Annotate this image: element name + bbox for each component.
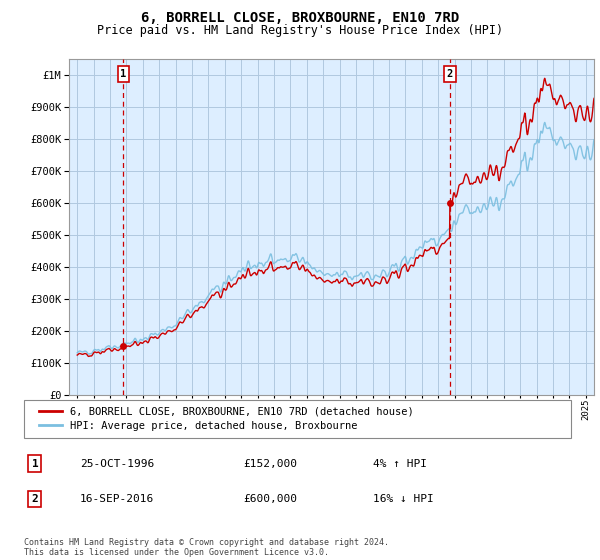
- Text: 16-SEP-2016: 16-SEP-2016: [80, 494, 154, 504]
- Text: £600,000: £600,000: [244, 494, 298, 504]
- Text: 4% ↑ HPI: 4% ↑ HPI: [373, 459, 427, 469]
- Text: £152,000: £152,000: [244, 459, 298, 469]
- Text: 2: 2: [446, 69, 453, 79]
- Text: 2: 2: [32, 494, 38, 504]
- Text: 16% ↓ HPI: 16% ↓ HPI: [373, 494, 434, 504]
- Text: 25-OCT-1996: 25-OCT-1996: [80, 459, 154, 469]
- Text: 6, BORRELL CLOSE, BROXBOURNE, EN10 7RD: 6, BORRELL CLOSE, BROXBOURNE, EN10 7RD: [141, 11, 459, 25]
- Text: 1: 1: [32, 459, 38, 469]
- Text: Price paid vs. HM Land Registry's House Price Index (HPI): Price paid vs. HM Land Registry's House …: [97, 24, 503, 36]
- Legend: 6, BORRELL CLOSE, BROXBOURNE, EN10 7RD (detached house), HPI: Average price, det: 6, BORRELL CLOSE, BROXBOURNE, EN10 7RD (…: [34, 402, 418, 435]
- Text: Contains HM Land Registry data © Crown copyright and database right 2024.
This d: Contains HM Land Registry data © Crown c…: [24, 538, 389, 557]
- FancyBboxPatch shape: [23, 400, 571, 437]
- Text: 1: 1: [121, 69, 127, 79]
